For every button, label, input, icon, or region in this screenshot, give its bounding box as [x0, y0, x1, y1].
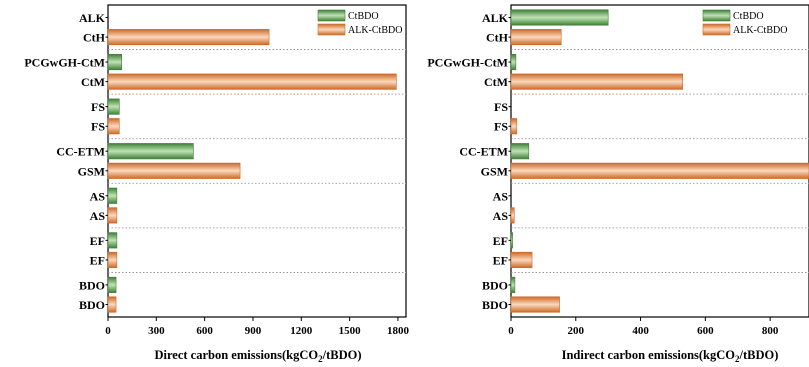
legend-swatch-alk — [317, 23, 346, 36]
category-label: AS — [493, 189, 509, 203]
category-label: FS — [494, 100, 508, 114]
x-axis-title-prefix: Indirect carbon emissions(kgCO — [562, 348, 736, 362]
x-tick-label: 0 — [105, 325, 111, 337]
x-tick-label: 300 — [148, 325, 165, 337]
plot-frame — [107, 4, 407, 318]
bar-ctbdo-1 — [510, 54, 517, 71]
bar-ctbdo-3 — [107, 143, 194, 160]
category-label: FS — [91, 100, 105, 114]
category-label: AS — [493, 209, 509, 223]
category-label: ALK — [482, 11, 509, 25]
bar-alk-5 — [510, 251, 533, 268]
x-tick-label: 1800 — [387, 325, 410, 337]
bar-ctbdo-1 — [107, 54, 122, 71]
legend-swatch-ctbdo — [317, 9, 346, 22]
legend-label-ctbdo: CtBDO — [348, 11, 379, 22]
category-label: BDO — [79, 298, 105, 312]
bar-alk-0 — [510, 29, 562, 46]
category-label: BDO — [79, 278, 105, 292]
category-label: PCGwGH-CtM — [427, 56, 508, 70]
category-label: CC-ETM — [56, 145, 105, 159]
x-axis-title-suffix: /tBDO) — [322, 348, 362, 362]
bar-ctbdo-6 — [107, 276, 117, 293]
bar-ctbdo-0 — [510, 9, 609, 26]
bar-alk-5 — [107, 251, 118, 268]
x-tick-label: 400 — [632, 325, 649, 337]
bar-alk-4 — [510, 207, 515, 224]
x-tick-label: 0 — [508, 325, 514, 337]
category-label: EF — [90, 253, 105, 267]
category-label: CtM — [484, 75, 508, 89]
x-axis-title-sub: 2 — [735, 354, 740, 364]
bar-alk-0 — [107, 29, 270, 46]
x-axis-title: Direct carbon emissions(kgCO2/tBDO) — [154, 348, 361, 364]
direct-emissions-chart: ALK CtH PCGwGH-CtM CtM FS FS CC-ETM GSM AS AS EF EF… — [24, 4, 410, 364]
x-tick-label: 1500 — [339, 325, 362, 337]
x-axis-title-prefix: Direct carbon emissions(kgCO — [154, 348, 318, 362]
x-tick-label: 200 — [568, 325, 585, 337]
bar-alk-2 — [107, 118, 120, 135]
legend-swatch-ctbdo — [702, 9, 731, 22]
category-label: BDO — [482, 298, 508, 312]
category-label: CtM — [81, 75, 105, 89]
category-label: AS — [90, 189, 106, 203]
legend-label-alk: ALK-CtBDO — [733, 25, 787, 36]
category-label: PCGwGH-CtM — [24, 56, 105, 70]
x-tick-label: 900 — [245, 325, 262, 337]
x-tick-label: 800 — [762, 325, 779, 337]
category-label: FS — [91, 120, 105, 134]
bar-alk-2 — [510, 118, 518, 135]
legend-swatch-alk — [702, 23, 731, 36]
category-label: GSM — [78, 164, 105, 178]
indirect-emissions-chart: ALK CtH PCGwGH-CtM CtM FS FS CC-ETM GSM AS AS EF EF… — [427, 4, 809, 364]
bar-ctbdo-6 — [510, 276, 516, 293]
bar-alk-3 — [510, 162, 809, 179]
category-label: CC-ETM — [459, 145, 508, 159]
bar-ctbdo-4 — [107, 187, 118, 204]
bar-alk-1 — [510, 73, 683, 90]
category-label: ALK — [79, 11, 106, 25]
x-axis-title: Indirect carbon emissions(kgCO2/tBDO) — [562, 348, 779, 364]
bar-alk-6 — [107, 296, 117, 313]
bar-ctbdo-5 — [510, 232, 513, 249]
category-label: CtH — [83, 31, 106, 45]
legend-label-ctbdo: CtBDO — [733, 11, 764, 22]
bar-ctbdo-3 — [510, 143, 530, 160]
bar-alk-1 — [107, 73, 397, 90]
bar-ctbdo-2 — [107, 98, 120, 115]
category-label: CtH — [486, 31, 509, 45]
category-label: EF — [493, 234, 508, 248]
category-label: EF — [90, 234, 105, 248]
bar-alk-3 — [107, 162, 241, 179]
x-tick-label: 1200 — [290, 325, 313, 337]
bar-ctbdo-5 — [107, 232, 118, 249]
x-tick-label: 600 — [196, 325, 213, 337]
category-label: FS — [494, 120, 508, 134]
category-label: GSM — [481, 164, 508, 178]
x-tick-label: 600 — [697, 325, 714, 337]
bar-alk-6 — [510, 296, 560, 313]
plot-frame — [510, 4, 809, 318]
category-label: AS — [90, 209, 106, 223]
legend-label-alk: ALK-CtBDO — [348, 25, 402, 36]
category-label: BDO — [482, 278, 508, 292]
category-label: EF — [493, 253, 508, 267]
x-axis-title-suffix: /tBDO) — [739, 348, 779, 362]
x-axis-title-sub: 2 — [318, 354, 323, 364]
bar-alk-4 — [107, 207, 118, 224]
